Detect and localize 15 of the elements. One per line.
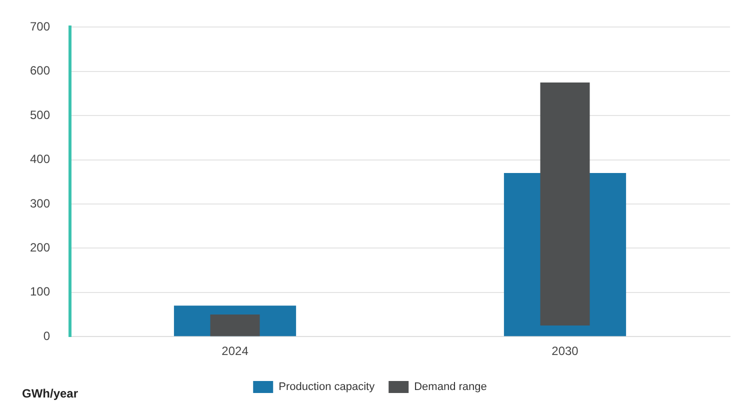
legend-label: Demand range — [414, 381, 487, 394]
y-tick-label: 0 — [43, 328, 50, 343]
y-tick-label: 500 — [30, 108, 50, 122]
y-tick-label: 400 — [30, 152, 50, 166]
x-tick-label: 2030 — [552, 344, 579, 358]
y-tick-label: 700 — [30, 20, 50, 34]
y-axis-title: GWh/year — [22, 386, 78, 400]
y-tick-label: 200 — [30, 240, 50, 255]
bar — [210, 314, 260, 336]
y-tick-label: 600 — [30, 64, 50, 78]
legend-label: Production capacity — [278, 381, 376, 394]
bar — [540, 82, 590, 326]
x-tick-label: 2024 — [222, 344, 249, 358]
y-tick-label: 300 — [30, 196, 50, 210]
y-tick-label: 100 — [30, 284, 50, 299]
